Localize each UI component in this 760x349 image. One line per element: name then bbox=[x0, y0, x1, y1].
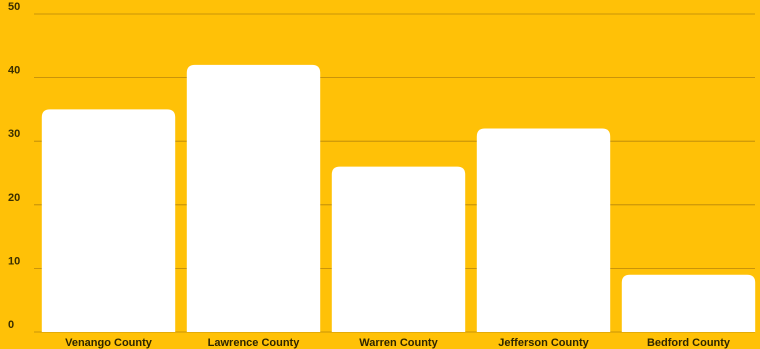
x-axis-category-labels: Venango County Lawrence County Warren Coun… bbox=[65, 337, 731, 349]
x-category-label: Lawrence County bbox=[208, 337, 301, 349]
x-category-label: Warren County bbox=[359, 337, 438, 349]
x-category-label: Bedford County bbox=[647, 337, 731, 349]
y-tick-label: 0 bbox=[8, 319, 14, 331]
y-tick-label: 50 bbox=[8, 1, 20, 13]
y-tick-label: 10 bbox=[8, 255, 20, 267]
bars bbox=[41, 64, 756, 333]
y-tick-label: 40 bbox=[8, 65, 20, 77]
y-axis-tick-labels: 0 10 20 30 40 50 bbox=[8, 1, 20, 331]
x-category-label: Venango County bbox=[65, 337, 153, 349]
bar-bedford-county[interactable] bbox=[621, 274, 756, 332]
y-tick-label: 20 bbox=[8, 192, 20, 204]
bar-jefferson-county[interactable] bbox=[476, 128, 611, 332]
bar-warren-county[interactable] bbox=[331, 166, 466, 332]
y-tick-label: 30 bbox=[8, 128, 20, 140]
x-category-label: Jefferson County bbox=[498, 337, 589, 349]
bar-venango-county[interactable] bbox=[41, 109, 176, 333]
bar-lawrence-county[interactable] bbox=[186, 64, 321, 332]
